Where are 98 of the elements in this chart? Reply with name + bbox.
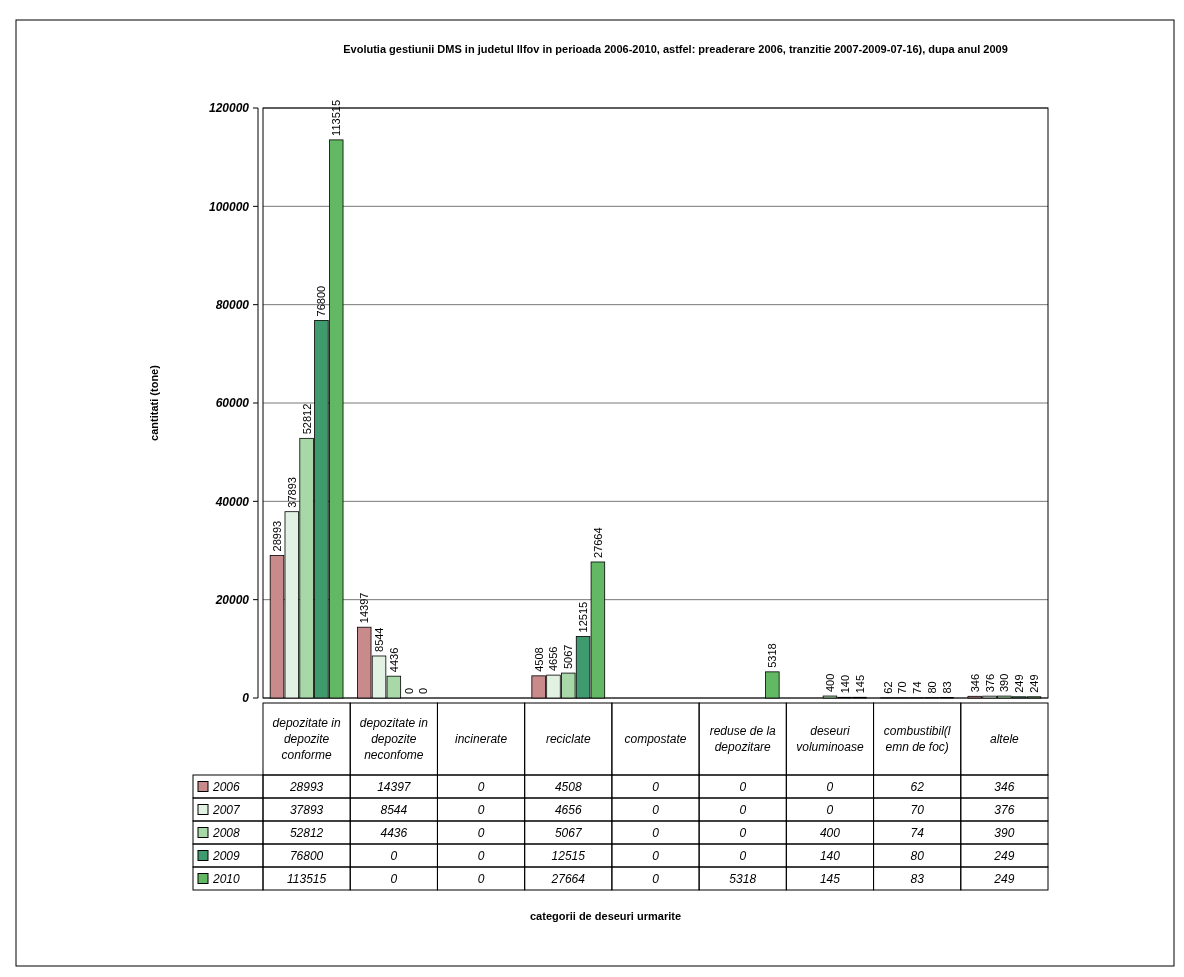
data-label: 27664 (550, 871, 586, 886)
data-label: 0 (390, 871, 398, 886)
text: 400 (823, 673, 836, 693)
text: 5067 (562, 644, 575, 670)
data-label: 145 (819, 871, 841, 886)
x-tick-label: combustibil(lemn de foc) (883, 724, 951, 755)
text: 37893 (285, 477, 298, 508)
data-label: 74 (910, 825, 925, 840)
legend-label: 2007 (212, 802, 242, 817)
data-label: 8544 (380, 802, 408, 817)
legend-label: 2010 (212, 871, 241, 886)
x-tick-label: incinerate (455, 732, 508, 747)
data-label: 52812 (289, 825, 324, 840)
text: 14397 (358, 592, 371, 624)
data-label: 12515 (551, 848, 586, 863)
legend-label: 2009 (212, 848, 241, 863)
data-label: 140 (819, 848, 841, 863)
y-axis-title: cantitati (tone) (148, 364, 160, 441)
text: 0 (477, 802, 485, 817)
data-label: 4436 (380, 825, 408, 840)
data-label: 14397 (377, 779, 412, 794)
data-label: 249 (993, 871, 1015, 886)
y-tick-label: 40000 (214, 494, 250, 509)
y-tick-label: 20000 (214, 592, 250, 607)
text: 113515 (330, 99, 343, 136)
x-tick-label: depozitate in depozite neconfome (359, 716, 429, 763)
text: 0 (652, 779, 659, 794)
text: 140 (838, 674, 851, 694)
text: 390 (998, 673, 1011, 693)
x-tick-label: depozitate in depozite conforme (272, 716, 341, 763)
text: 376 (983, 673, 996, 693)
x-tick-label: compostate (624, 732, 687, 747)
text: 83 (940, 681, 953, 694)
text: 249 (1013, 674, 1026, 693)
data-label: 83 (910, 871, 925, 886)
text: 0 (402, 687, 415, 694)
data-label: 37893 (289, 802, 324, 817)
data-label: 5067 (554, 825, 583, 840)
data-label: 113515 (287, 871, 327, 886)
text: 0 (477, 779, 485, 794)
text: 0 (477, 825, 485, 840)
text: 4436 (387, 647, 400, 673)
data-label: 376 (994, 802, 1015, 817)
data-label: 62 (910, 779, 925, 794)
data-label: 70 (910, 802, 925, 817)
text: 28993 (271, 520, 283, 552)
data-label: 28993 (288, 779, 324, 794)
data-label: 4656 (554, 802, 582, 817)
data-label: 400 (819, 825, 841, 840)
text: 0 (739, 848, 747, 863)
text: 52812 (300, 403, 313, 435)
data-label: 249 (993, 848, 1015, 863)
text: 0 (652, 848, 659, 863)
text: 0 (826, 779, 834, 794)
data-label: 390 (994, 825, 1015, 840)
y-tick-label: 120000 (208, 101, 250, 116)
text: 80 (925, 681, 938, 694)
y-tick-label: 80000 (215, 297, 250, 312)
x-tick-label: reciclate (545, 732, 591, 747)
y-tick-label: 60000 (215, 396, 250, 411)
chart-title: Evolutia gestiunii DMS in judetul Ilfov in perioada 2006-2010, astfel: preaderare 2006, tranzitie 2007-2009-07-16), dupa anul 2009 (343, 43, 1008, 55)
data-label: 4508 (554, 779, 582, 794)
text: 70 (896, 681, 909, 694)
text: 8544 (373, 627, 386, 652)
text: 0 (739, 802, 747, 817)
data-label: 76800 (289, 848, 324, 863)
x-tick-label: reduse de la depozitare (709, 724, 777, 755)
text: 0 (652, 802, 659, 817)
legend-label: 2006 (212, 779, 241, 794)
text: 27664 (591, 527, 604, 558)
data-label: 0 (390, 848, 398, 863)
text: 4656 (547, 646, 560, 672)
text: 0 (652, 871, 659, 886)
text: 0 (652, 825, 659, 840)
text: 0 (739, 779, 747, 794)
text: categorii de deseuri urmarite (530, 910, 681, 922)
text: 5318 (766, 643, 779, 668)
data-label: 5318 (729, 871, 757, 886)
text: 0 (417, 687, 430, 694)
text: 4508 (532, 647, 545, 672)
x-tick-label: altele (990, 732, 1020, 747)
y-tick-label: 0 (242, 691, 250, 706)
text: 0 (477, 871, 485, 886)
text: 62 (881, 681, 894, 694)
x-tick-label: deseuri voluminoase (796, 724, 864, 755)
text: 249 (1028, 674, 1040, 693)
text: 0 (826, 802, 834, 817)
text: 0 (739, 825, 747, 840)
data-label: 80 (910, 848, 925, 863)
text: 12515 (577, 601, 590, 633)
text: 346 (968, 673, 981, 693)
text: 74 (911, 681, 924, 694)
legend-label: 2008 (212, 825, 241, 840)
text: 0 (477, 848, 485, 863)
text: 76800 (315, 285, 328, 317)
text: 145 (853, 674, 866, 694)
y-tick-label: 100000 (208, 199, 250, 214)
data-label: 346 (994, 779, 1015, 794)
